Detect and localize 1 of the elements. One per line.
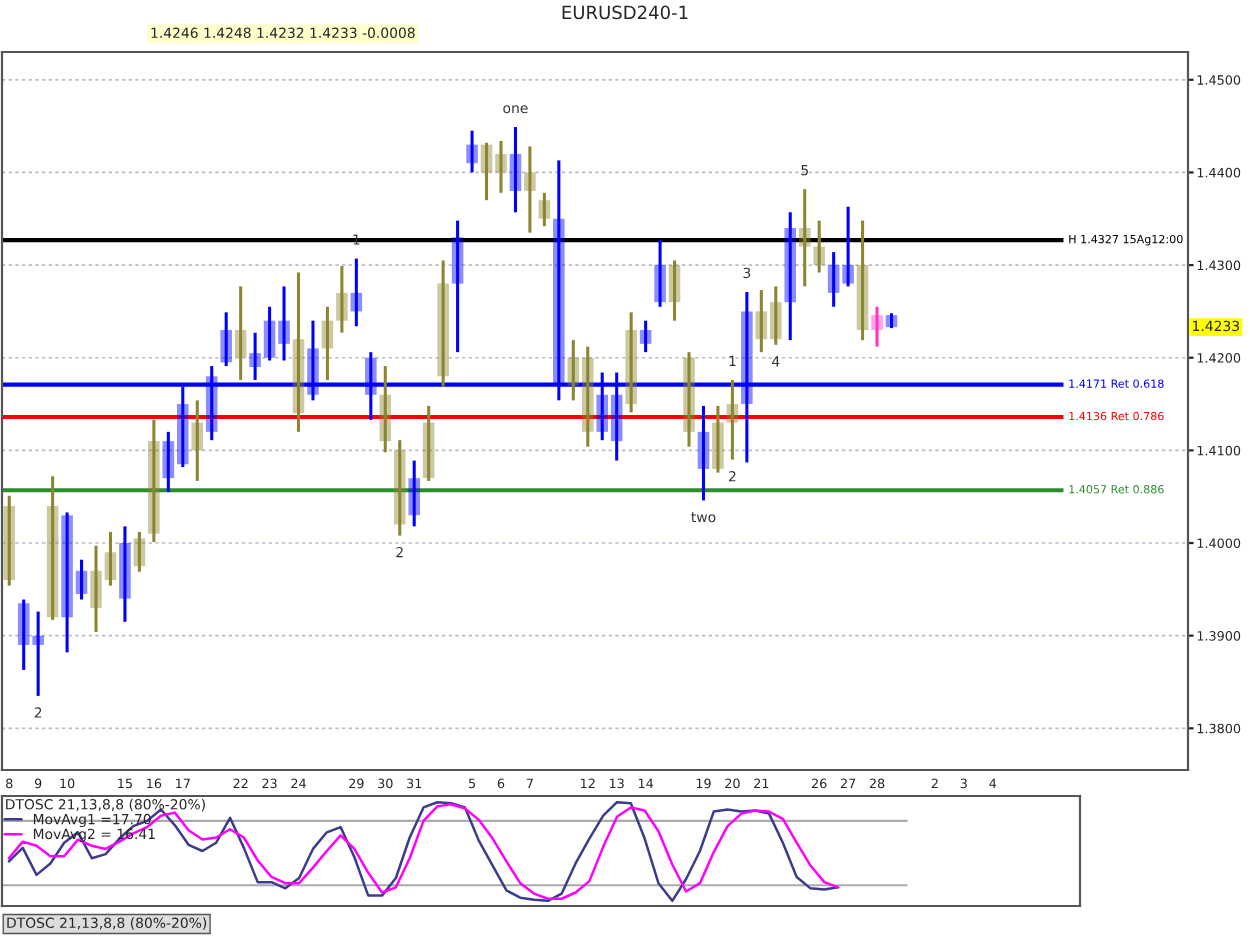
chart-title: EURUSD240-1	[562, 5, 688, 20]
